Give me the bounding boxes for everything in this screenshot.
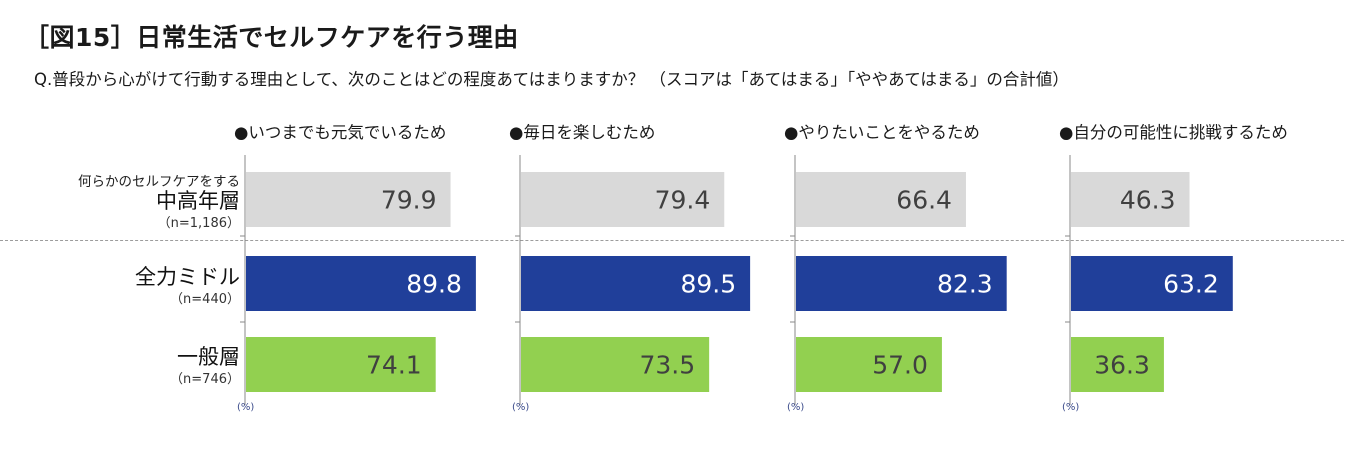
group-sample-size: （n=440） <box>170 292 240 308</box>
group-separator-line <box>0 240 1344 241</box>
bar-general-panel-2 <box>521 337 710 392</box>
bar-middle-aged-panel-3 <box>796 172 966 227</box>
bar-value-label: 36.3 <box>1094 351 1150 380</box>
bar-value-label: 63.2 <box>1163 270 1219 299</box>
bar-general-panel-4 <box>1071 337 1164 392</box>
bar-middle-aged-panel-2 <box>521 172 725 227</box>
group-label-main: 中高年層 <box>156 189 240 213</box>
panel-title-1: ●いつまでも元気でいるため <box>234 123 447 142</box>
bar-value-label: 74.1 <box>366 351 422 380</box>
bar-zenryoku-middle-panel-1 <box>246 256 476 311</box>
bar-zenryoku-middle-panel-2 <box>521 256 751 311</box>
bar-value-label: 79.9 <box>381 186 437 215</box>
bar-zenryoku-middle-panel-4 <box>1071 256 1233 311</box>
group-label-main: 全力ミドル <box>135 265 240 289</box>
group-label-main: 一般層 <box>177 345 240 369</box>
bar-value-label: 66.4 <box>896 186 952 215</box>
bar-zenryoku-middle-panel-3 <box>796 256 1007 311</box>
bar-value-label: 57.0 <box>872 351 928 380</box>
bar-value-label: 89.5 <box>680 270 736 299</box>
group-label-middle-aged: 何らかのセルフケアをする 中高年層 （n=1,186） <box>0 170 240 231</box>
group-sample-size: （n=1,186） <box>157 216 240 232</box>
bar-value-label: 89.8 <box>406 270 462 299</box>
chart-subtitle: Q.普段から心がけて行動する理由として、次のことはどの程度あてはまりますか？ （… <box>34 70 1069 89</box>
bar-value-label: 79.4 <box>655 186 711 215</box>
unit-label-2: (%) <box>512 402 530 413</box>
bar-value-label: 82.3 <box>937 270 993 299</box>
chart-title: ［図15］日常生活でセルフケアを行う理由 <box>24 23 519 52</box>
panel-title-3: ●やりたいことをやるため <box>784 123 980 142</box>
unit-label-3: (%) <box>787 402 805 413</box>
panel-title-4: ●自分の可能性に挑戦するため <box>1059 123 1288 142</box>
unit-label-1: (%) <box>237 402 255 413</box>
group-label-prefix: 何らかのセルフケアをする <box>78 174 240 190</box>
bar-general-panel-1 <box>246 337 436 392</box>
bar-value-label: 46.3 <box>1120 186 1176 215</box>
bar-middle-aged-panel-1 <box>246 172 451 227</box>
bar-value-label: 73.5 <box>639 351 695 380</box>
bar-middle-aged-panel-4 <box>1071 172 1190 227</box>
group-label-general: 一般層 （n=746） <box>0 346 240 387</box>
bar-general-panel-3 <box>796 337 942 392</box>
unit-label-4: (%) <box>1062 402 1080 413</box>
group-sample-size: （n=746） <box>170 372 240 388</box>
group-label-zenryoku-middle: 全力ミドル （n=440） <box>0 266 240 307</box>
panel-title-2: ●毎日を楽しむため <box>509 123 656 142</box>
